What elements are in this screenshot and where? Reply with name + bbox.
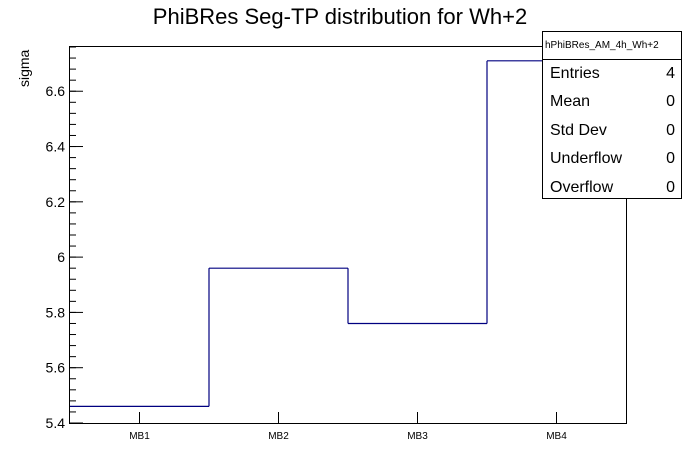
stats-value: 0 xyxy=(666,150,675,168)
stats-value: 0 xyxy=(666,93,675,111)
stats-label: Overflow xyxy=(550,178,614,196)
y-tick-label: 6.2 xyxy=(46,194,66,210)
stats-label: Entries xyxy=(550,65,600,82)
y-tick-label: 5.8 xyxy=(46,304,66,320)
x-tick-label: MB1 xyxy=(129,431,150,442)
stats-label: Underflow xyxy=(550,150,623,168)
y-tick-label: 6.6 xyxy=(46,83,66,99)
stats-value: 0 xyxy=(666,178,675,196)
stats-box-title: hPhiBRes_AM_4h_Wh+2 xyxy=(543,32,681,60)
axis-labels: 5.4 5.6 5.8 6 6.2 6.4 6.6 MB1 MB2 MB3 MB4 xyxy=(46,83,568,442)
plot-frame xyxy=(69,46,627,424)
x-tick-label: MB3 xyxy=(407,431,428,442)
y-axis-label: sigma xyxy=(16,49,32,87)
stats-row-std-dev: Std Dev 0 xyxy=(543,117,681,145)
histogram xyxy=(70,60,626,408)
x-tick-label: MB4 xyxy=(546,431,567,442)
stats-label: Mean xyxy=(550,93,591,111)
y-tick-label: 5.4 xyxy=(46,415,66,431)
y-tick-label: 6 xyxy=(57,249,65,265)
stats-box: hPhiBRes_AM_4h_Wh+2 Entries 4 Mean 0 Std… xyxy=(542,31,682,199)
y-tick-label: 6.4 xyxy=(46,139,66,155)
stats-row-underflow: Underflow 0 xyxy=(543,145,681,173)
stats-value: 0 xyxy=(666,121,675,139)
stats-row-mean: Mean 0 xyxy=(543,88,681,116)
chart-title: PhiBRes Seg-TP distribution for Wh+2 xyxy=(153,4,527,29)
axis-ticks xyxy=(70,46,557,424)
stats-row-overflow: Overflow 0 xyxy=(543,174,681,202)
stats-label: Std Dev xyxy=(550,121,607,139)
stats-value: 4 xyxy=(666,65,675,82)
y-tick-label: 5.6 xyxy=(46,360,66,376)
x-tick-label: MB2 xyxy=(268,431,289,442)
stats-row-entries: Entries 4 xyxy=(543,60,681,88)
